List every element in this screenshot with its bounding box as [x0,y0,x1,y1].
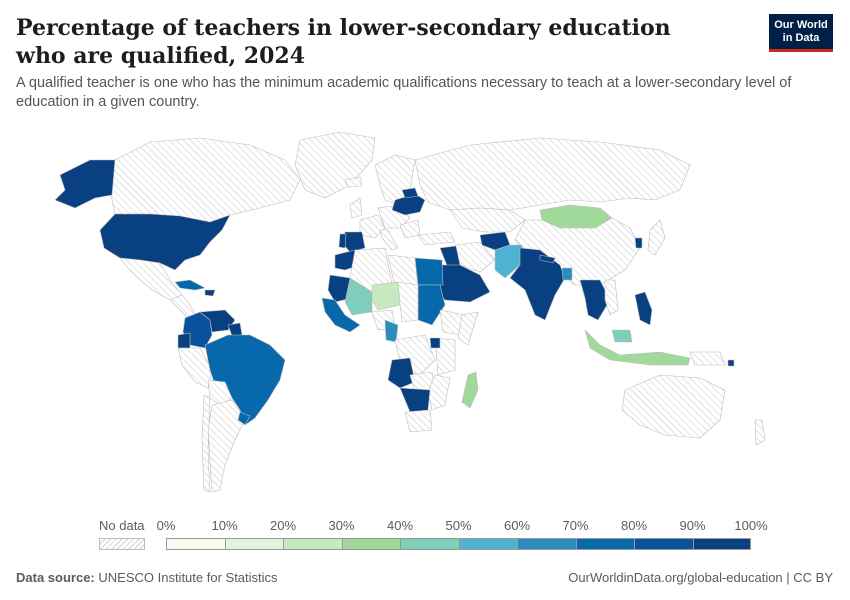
legend-tick-80: 80% [620,518,648,533]
legend-tick-20: 20% [269,518,297,533]
logo-line-2: in Data [782,32,820,44]
country-malaysia[interactable] [611,329,633,343]
legend-tick-90: 90% [679,518,706,533]
country-turkey[interactable] [417,231,456,246]
legend-color-bins [166,538,751,550]
country-niger[interactable] [371,281,401,311]
legend-bin-80-90[interactable] [634,538,693,550]
legend-bin-20-30[interactable] [283,538,342,550]
country-cameroon[interactable] [384,319,399,343]
country-guyana[interactable] [227,322,243,337]
chart-title: Percentage of teachers in lower-secondar… [16,15,671,69]
country-bangladesh[interactable] [561,267,573,281]
legend-tick-40: 40% [386,518,414,533]
country-uruguay[interactable] [237,411,251,426]
legend-tick-10: 10% [211,518,238,533]
country-peru[interactable] [177,347,213,389]
legend-bin-40-50[interactable] [400,538,459,550]
country-mozambique[interactable] [427,374,451,411]
country-cuba[interactable] [174,279,206,291]
country-argentina[interactable] [207,399,246,493]
country-united-states[interactable] [99,213,231,271]
legend-bin-0-10[interactable] [166,538,225,550]
country-alaska[interactable] [54,159,116,209]
country-new-zealand[interactable] [754,419,766,446]
country-greenland[interactable] [294,131,376,199]
legend-bin-50-60[interactable] [458,538,517,550]
country-egypt[interactable] [414,257,444,286]
footer-url[interactable]: OurWorldinData.org/global-education | CC… [568,570,833,585]
legend-tick-30: 30% [328,518,355,533]
country-west-africa-coast[interactable] [321,297,361,333]
legend-bin-90-100[interactable] [692,538,751,550]
legend-bin-70-80[interactable] [575,538,634,550]
legend-tick-60: 60% [503,518,531,533]
country-iceland[interactable] [344,176,363,188]
legend-bin-60-70[interactable] [517,538,576,550]
country-vietnam[interactable] [604,279,619,316]
country-canada[interactable] [109,137,301,223]
country-portugal[interactable] [338,233,347,249]
country-somalia[interactable] [457,311,479,346]
country-venezuela[interactable] [199,309,236,333]
country-uk[interactable] [349,197,363,219]
country-chile[interactable] [201,394,211,493]
country-italy[interactable] [379,229,399,251]
country-japan[interactable] [647,219,666,256]
country-papua-new-guinea[interactable] [689,351,726,366]
country-russia[interactable] [414,137,691,211]
world-map[interactable] [0,120,850,510]
country-uganda[interactable] [429,337,441,349]
data-source-value[interactable]: UNESCO Institute for Statistics [98,570,278,585]
legend-bin-30-40[interactable] [341,538,400,550]
country-madagascar[interactable] [461,371,479,409]
legend-no-data-swatch[interactable] [99,538,145,550]
country-south-korea[interactable] [634,237,643,249]
owid-logo[interactable]: Our World in Data [769,14,833,52]
country-belarus[interactable] [401,187,419,199]
legend-tick-100: 100% [734,518,768,533]
country-kazakhstan[interactable] [449,207,526,233]
country-spain[interactable] [342,231,366,253]
legend-tick-50: 50% [445,518,472,533]
country-indonesia[interactable] [584,329,691,366]
legend-no-data-label: No data [99,518,145,533]
legend: No data 0% 10% 20% 30% 40% 50% 60% 70% 8… [0,514,850,554]
country-mali[interactable] [344,277,373,316]
country-chad[interactable] [397,281,419,323]
country-namibia-botswana[interactable] [399,387,431,413]
country-south-africa[interactable] [404,409,433,433]
logo-line-1: Our World [774,19,828,31]
legend-bin-10-20[interactable] [224,538,283,550]
country-dominican-republic[interactable] [204,289,216,297]
country-ecuador[interactable] [177,332,191,349]
country-australia[interactable] [621,374,726,439]
legend-tick-70: 70% [562,518,589,533]
country-philippines[interactable] [634,291,653,326]
country-mauritania[interactable] [327,274,353,303]
country-angola[interactable] [387,357,416,389]
country-nepal[interactable] [539,254,556,264]
country-thailand[interactable] [579,279,611,321]
legend-tick-0: 0% [156,518,176,533]
chart-subtitle: A qualified teacher is one who has the m… [16,75,792,110]
data-source: Data source: UNESCO Institute for Statis… [16,570,278,585]
country-pacific-islands[interactable] [727,359,735,367]
data-source-label: Data source: [16,570,95,585]
